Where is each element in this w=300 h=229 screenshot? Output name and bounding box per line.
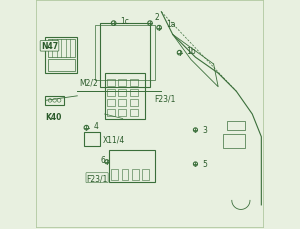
Bar <box>118 110 126 117</box>
Bar <box>107 79 115 86</box>
Bar <box>130 100 137 106</box>
Bar <box>105 74 146 119</box>
Text: N47: N47 <box>41 42 58 51</box>
Bar <box>48 60 75 71</box>
Text: F23/1: F23/1 <box>86 173 108 182</box>
Bar <box>107 100 115 106</box>
Text: 5: 5 <box>202 160 207 169</box>
Bar <box>142 169 149 180</box>
Text: X11/4: X11/4 <box>102 135 124 144</box>
Text: K40: K40 <box>46 112 62 121</box>
Text: 6: 6 <box>100 155 105 164</box>
Bar <box>46 96 64 105</box>
Bar <box>111 169 118 180</box>
Bar <box>46 38 77 74</box>
Bar <box>118 90 126 96</box>
Bar <box>100 24 150 87</box>
Text: 1a: 1a <box>166 19 175 28</box>
Text: M2/2: M2/2 <box>80 78 98 87</box>
Bar <box>227 121 245 130</box>
Text: 2: 2 <box>154 13 159 22</box>
Bar <box>48 40 75 58</box>
Bar <box>130 110 137 117</box>
Bar <box>118 100 126 106</box>
Bar <box>84 133 100 146</box>
Text: 4: 4 <box>93 121 98 130</box>
Bar <box>130 79 137 86</box>
Bar <box>118 79 126 86</box>
Text: 1b: 1b <box>186 47 196 56</box>
Bar <box>107 110 115 117</box>
Text: F23/1: F23/1 <box>154 94 176 103</box>
Text: 3: 3 <box>202 126 207 135</box>
Text: 1c: 1c <box>121 17 129 26</box>
Bar <box>122 169 128 180</box>
Bar <box>95 26 154 81</box>
Bar <box>130 90 137 96</box>
Bar <box>223 135 245 148</box>
Bar <box>107 90 115 96</box>
Bar <box>109 151 154 182</box>
Bar <box>132 169 139 180</box>
